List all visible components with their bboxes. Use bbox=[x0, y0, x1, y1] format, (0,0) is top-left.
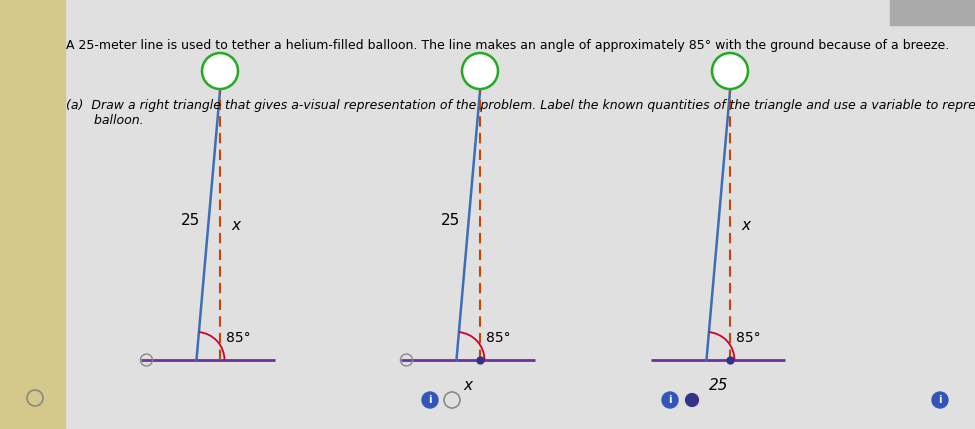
Circle shape bbox=[462, 53, 498, 89]
Text: 85°: 85° bbox=[736, 331, 761, 345]
Bar bbox=[0, 0, 65, 429]
Text: i: i bbox=[938, 395, 942, 405]
Text: i: i bbox=[668, 395, 672, 405]
Circle shape bbox=[685, 393, 698, 406]
Text: 85°: 85° bbox=[226, 331, 252, 345]
Text: (a)  Draw a right triangle that gives a-visual representation of the problem. La: (a) Draw a right triangle that gives a-v… bbox=[66, 99, 975, 127]
Circle shape bbox=[422, 392, 438, 408]
Circle shape bbox=[202, 53, 238, 89]
Circle shape bbox=[932, 392, 948, 408]
Text: x: x bbox=[742, 218, 751, 233]
Text: x: x bbox=[231, 218, 241, 233]
Bar bbox=[890, 0, 975, 25]
Text: 25: 25 bbox=[180, 213, 200, 228]
Text: 25: 25 bbox=[709, 378, 728, 393]
Text: 85°: 85° bbox=[487, 331, 511, 345]
Text: 25: 25 bbox=[441, 213, 460, 228]
Text: x: x bbox=[464, 378, 473, 393]
Text: A 25-meter line is used to tether a helium-filled balloon. The line makes an ang: A 25-meter line is used to tether a heli… bbox=[66, 39, 950, 51]
Circle shape bbox=[662, 392, 678, 408]
Circle shape bbox=[712, 53, 748, 89]
Text: i: i bbox=[428, 395, 432, 405]
